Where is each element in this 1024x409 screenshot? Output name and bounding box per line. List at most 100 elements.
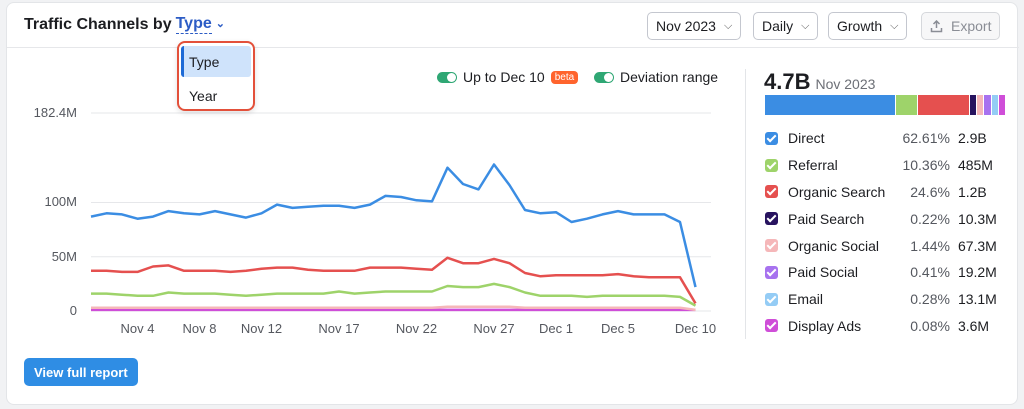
type-trigger-label: Type [175,15,212,34]
x-tick-label: Nov 12 [240,321,283,336]
view-full-report-button[interactable]: View full report [24,358,138,386]
channel-name: Display Ads [788,317,862,334]
channel-name: Organic Search [788,183,886,200]
share-segment [765,95,895,115]
channel-row[interactable]: Direct 62.61% 2.9B [765,125,1005,152]
beta-badge: beta [550,70,579,84]
channel-percent: 0.41% [910,264,950,281]
up-to-label: Up to Dec 10 [463,69,545,85]
channel-row[interactable]: Paid Search 0.22% 10.3M [765,205,1005,232]
total-value: 4.7B [764,69,811,94]
channel-row[interactable]: Referral 10.36% 485M [765,152,1005,179]
chevron-down-icon: ⌵ [890,19,899,32]
chevron-down-icon: ⌄ [215,18,225,30]
channel-row[interactable]: Display Ads 0.08% 3.6M [765,313,1005,340]
dropdown-item-type[interactable]: Type [181,46,251,77]
chevron-down-icon: ⌵ [723,19,733,32]
series-line-organic-search [91,256,697,305]
series-line-organic-social [91,305,696,312]
channel-name: Paid Social [788,264,859,281]
channel-value: 19.2M [957,264,997,281]
export-icon [930,19,943,32]
checkbox-icon[interactable] [765,265,778,279]
type-dropdown-trigger[interactable]: Type ⌄ [175,15,225,34]
x-tick-label: Nov 8 [182,321,217,336]
channel-value: 3.6M [957,317,990,334]
export-button[interactable]: Export [921,12,1001,40]
series-line-referral [91,282,697,307]
checkbox-icon[interactable] [765,185,778,199]
channel-row[interactable]: Organic Search 24.6% 1.2B [765,179,1005,206]
channel-value: 2.9B [957,130,987,147]
channel-list: Direct 62.61% 2.9B Referral 10.36% 485M Organi… [765,125,1005,339]
chevron-down-icon: ⌵ [801,19,810,32]
channel-row[interactable]: Paid Social 0.41% 19.2M [765,259,1005,286]
month-select-value: Nov 2023 [656,18,716,34]
interval-select-value: Daily [762,18,794,34]
checkbox-icon[interactable] [765,292,778,306]
channel-name: Paid Search [788,210,865,227]
channel-value: 1.2B [957,183,987,200]
traffic-channels-card: Traffic Channels by Type ⌄ Nov 2023 ⌵ Da… [6,2,1019,405]
card-header: Traffic Channels by Type ⌄ Nov 2023 ⌵ Da… [7,3,1019,48]
channel-value: 67.3M [957,237,997,254]
y-tick-label: 100M [44,194,77,210]
channel-row[interactable]: Organic Social 1.44% 67.3M [765,232,1005,259]
channel-row[interactable]: Email 0.28% 13.1M [765,286,1005,313]
month-select[interactable]: Nov 2023 ⌵ [647,12,742,40]
checkbox-icon[interactable] [765,158,778,172]
share-segment [984,95,991,115]
total-month: Nov 2023 [815,76,876,92]
x-tick-label: Dec 10 [674,321,717,336]
checkbox-icon[interactable] [765,131,778,145]
deviation-legend[interactable]: Deviation range [594,69,718,85]
channel-percent: 0.22% [910,210,950,227]
channel-percent: 10.36% [902,157,950,174]
share-segment [918,95,969,115]
checkbox-icon[interactable] [765,212,778,226]
panel-divider [745,69,746,339]
channel-name: Email [788,291,824,308]
x-tick-label: Dec 5 [601,321,635,336]
dropdown-item-year[interactable]: Year [189,87,218,104]
toggle-icon[interactable] [437,71,457,83]
export-label: Export [951,18,992,34]
title-prefix: Traffic Channels by [24,15,172,33]
share-stacked-bar [765,95,1005,115]
x-tick-label: Nov 22 [395,321,438,336]
metric-select-value: Growth [837,18,883,34]
traffic-line-chart [90,112,711,312]
x-tick-label: Nov 4 [120,321,155,336]
x-tick-label: Nov 27 [473,321,515,336]
series-line-direct [90,163,697,288]
up-to-legend[interactable]: Up to Dec 10 beta [437,69,579,85]
deviation-label: Deviation range [620,69,719,85]
y-tick-label: 50M [51,248,77,264]
share-segment [969,95,977,115]
channel-value: 10.3M [957,210,997,227]
x-tick-label: Nov 17 [318,321,360,336]
channel-percent: 1.44% [910,237,950,254]
share-segment [991,95,998,115]
checkbox-icon[interactable] [765,319,778,333]
channel-percent: 0.08% [910,317,950,334]
type-dropdown-menu: Type Year [177,41,255,111]
share-segment [977,95,984,115]
share-segment [895,95,918,115]
channel-name: Referral [788,157,838,174]
channel-name: Organic Social [788,237,880,254]
channel-percent: 24.6% [910,183,950,200]
checkbox-icon[interactable] [765,239,778,253]
summary-total: 4.7B Nov 2023 [764,69,875,95]
channel-percent: 0.28% [910,291,950,308]
metric-select[interactable]: Growth ⌵ [828,12,908,40]
channel-value: 13.1M [957,291,997,308]
card-title: Traffic Channels by Type ⌄ [24,15,225,34]
interval-select[interactable]: Daily ⌵ [753,12,819,40]
channel-value: 485M [957,157,993,174]
channel-name: Direct [788,130,825,147]
toggle-icon[interactable] [594,71,614,83]
channel-percent: 62.61% [902,130,950,147]
share-segment [998,95,1005,115]
y-tick-label: 0 [69,303,77,318]
